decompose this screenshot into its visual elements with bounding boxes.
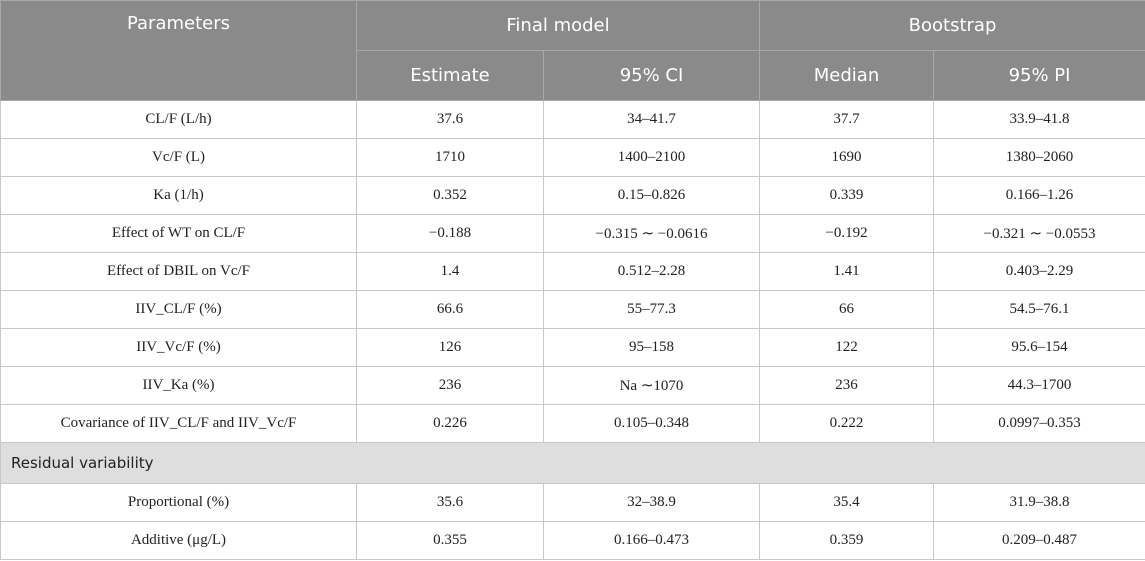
table-header: Parameters Final model Bootstrap Estimat… <box>0 0 1145 101</box>
value-cell: 66.6 <box>356 290 544 329</box>
subheader-cell: Median <box>759 50 935 101</box>
parameter-cell: Vc/F (L) <box>0 138 357 177</box>
table-row: IIV_Ka (%) 236 Na ∼1070 236 44.3–1700 <box>0 366 1145 405</box>
table-row: Effect of DBIL on Vc/F 1.4 0.512–2.28 1.41 0… <box>0 252 1145 291</box>
value-cell: 35.4 <box>759 483 935 522</box>
header-row: Estimate 95% CI Median 95% PI <box>1 50 1145 101</box>
value-cell: −0.188 <box>356 214 544 253</box>
parameter-cell: IIV_CL/F (%) <box>0 290 357 329</box>
parameter-cell: IIV_Ka (%) <box>0 366 357 405</box>
parameter-cell: Proportional (%) <box>0 483 357 522</box>
table-row: CL/F (L/h) 37.6 34–41.7 37.7 33.9–41.8 <box>0 100 1145 139</box>
table-row: Vc/F (L) 1710 1400–2100 1690 1380–2060 <box>0 138 1145 177</box>
value-cell: −0.321 ∼ −0.0553 <box>933 214 1145 253</box>
value-cell: 0.0997–0.353 <box>933 404 1145 443</box>
value-cell: 0.209–0.487 <box>933 521 1145 560</box>
section-row: Residual variability <box>0 442 1145 484</box>
value-cell: 0.512–2.28 <box>542 252 761 291</box>
value-cell: 126 <box>356 328 544 367</box>
parameter-cell: Covariance of IIV_CL/F and IIV_Vc/F <box>0 404 357 443</box>
subheader-cell: 95% PI <box>933 50 1145 101</box>
value-cell: 0.339 <box>759 176 935 215</box>
value-cell: 54.5–76.1 <box>933 290 1145 329</box>
value-cell: 55–77.3 <box>542 290 761 329</box>
table-row: Ka (1/h) 0.352 0.15–0.826 0.339 0.166–1.26 <box>0 176 1145 215</box>
value-cell: 0.352 <box>356 176 544 215</box>
parameter-cell: IIV_Vc/F (%) <box>0 328 357 367</box>
subheader-cell: 95% CI <box>542 50 761 101</box>
value-cell: 0.403–2.29 <box>933 252 1145 291</box>
value-cell: 44.3–1700 <box>933 366 1145 405</box>
value-cell: 95.6–154 <box>933 328 1145 367</box>
header-cell: Bootstrap <box>759 0 1145 51</box>
value-cell: 32–38.9 <box>542 483 761 522</box>
value-cell: 33.9–41.8 <box>933 100 1145 139</box>
table-row: Effect of WT on CL/F −0.188 −0.315 ∼ −0.06… <box>0 214 1145 253</box>
value-cell: 0.166–1.26 <box>933 176 1145 215</box>
value-cell: 37.7 <box>759 100 935 139</box>
value-cell: 31.9–38.8 <box>933 483 1145 522</box>
value-cell: 95–158 <box>542 328 761 367</box>
parameter-cell: Effect of DBIL on Vc/F <box>0 252 357 291</box>
value-cell: 236 <box>356 366 544 405</box>
table-row: Proportional (%) 35.6 32–38.9 35.4 31.9–38.8 <box>0 483 1145 522</box>
value-cell: −0.315 ∼ −0.0616 <box>542 214 761 253</box>
header-row: Parameters Final model Bootstrap <box>0 0 1145 101</box>
value-cell: 1690 <box>759 138 935 177</box>
value-cell: 35.6 <box>356 483 544 522</box>
header-cell: Final model <box>355 0 761 51</box>
value-cell: −0.192 <box>759 214 935 253</box>
value-cell: 122 <box>759 328 935 367</box>
value-cell: 0.105–0.348 <box>542 404 761 443</box>
table-row: Additive (μg/L) 0.355 0.166–0.473 0.359 0.20… <box>0 521 1145 560</box>
value-cell: 0.359 <box>759 521 935 560</box>
value-cell: 1380–2060 <box>933 138 1145 177</box>
value-cell: 1.4 <box>356 252 544 291</box>
value-cell: 236 <box>759 366 935 405</box>
value-cell: 0.15–0.826 <box>542 176 761 215</box>
parameter-cell: CL/F (L/h) <box>0 100 357 139</box>
value-cell: 37.6 <box>356 100 544 139</box>
value-cell: 1.41 <box>759 252 935 291</box>
value-cell: 1400–2100 <box>542 138 761 177</box>
table-body: CL/F (L/h) 37.6 34–41.7 37.7 33.9–41.8 Vc/F (… <box>0 100 1145 560</box>
value-cell: 1710 <box>356 138 544 177</box>
parameter-cell: Ka (1/h) <box>0 176 357 215</box>
parameter-cell: Additive (μg/L) <box>0 521 357 560</box>
value-cell: 34–41.7 <box>542 100 761 139</box>
table-row: Covariance of IIV_CL/F and IIV_Vc/F 0.226… <box>0 404 1145 443</box>
value-cell: 0.222 <box>759 404 935 443</box>
table-row: IIV_CL/F (%) 66.6 55–77.3 66 54.5–76.1 <box>0 290 1145 329</box>
value-cell: 66 <box>759 290 935 329</box>
section-cell: Residual variability <box>0 442 1145 484</box>
value-cell: Na ∼1070 <box>542 366 761 405</box>
value-cell: 0.355 <box>356 521 544 560</box>
subheader-cell: Estimate <box>356 50 544 101</box>
value-cell: 0.166–0.473 <box>542 521 761 560</box>
parameter-cell: Effect of WT on CL/F <box>0 214 357 253</box>
header-cell: Parameters <box>0 0 357 101</box>
value-cell: 0.226 <box>356 404 544 443</box>
table-row: IIV_Vc/F (%) 126 95–158 122 95.6–154 <box>0 328 1145 367</box>
